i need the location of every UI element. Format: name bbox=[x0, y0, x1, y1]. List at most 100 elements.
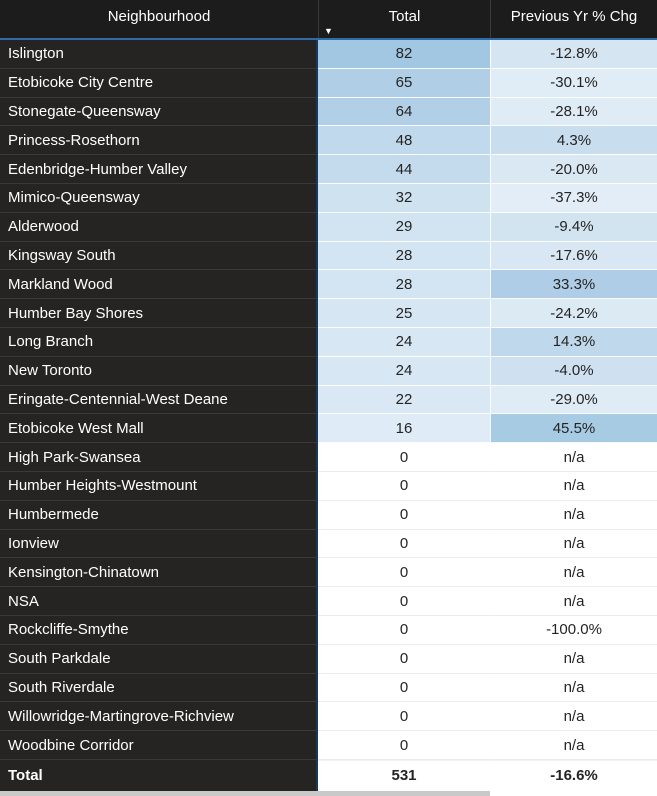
neighbourhood-cell[interactable]: Islington bbox=[0, 40, 318, 69]
table-row: New Toronto 24 -4.0% bbox=[0, 356, 657, 386]
total-cell[interactable]: 24 bbox=[318, 356, 490, 386]
total-cell[interactable]: 65 bbox=[318, 68, 490, 98]
neighbourhood-cell[interactable]: Willowridge-Martingrove-Richview bbox=[0, 702, 318, 732]
table-row: Markland Wood 28 33.3% bbox=[0, 270, 657, 300]
total-cell[interactable]: 44 bbox=[318, 155, 490, 184]
total-cell[interactable]: 64 bbox=[318, 97, 490, 127]
prev-yr-pct-chg-cell[interactable]: n/a bbox=[490, 702, 657, 732]
neighbourhood-cell[interactable]: Humber Heights-Westmount bbox=[0, 471, 318, 501]
neighbourhood-cell[interactable]: Humber Bay Shores bbox=[0, 299, 318, 328]
neighbourhood-cell[interactable]: Edenbridge-Humber Valley bbox=[0, 155, 318, 184]
total-cell[interactable]: 0 bbox=[318, 644, 490, 674]
neighbourhood-cell[interactable]: South Riverdale bbox=[0, 673, 318, 703]
column-header-neighbourhood[interactable]: Neighbourhood bbox=[0, 0, 318, 38]
total-cell[interactable]: 0 bbox=[318, 615, 490, 645]
total-cell[interactable]: 0 bbox=[318, 529, 490, 559]
table-row: Rockcliffe-Smythe 0 -100.0% bbox=[0, 615, 657, 645]
neighbourhood-cell[interactable]: Stonegate-Queensway bbox=[0, 97, 318, 127]
total-cell[interactable]: 0 bbox=[318, 471, 490, 501]
neighbourhood-cell[interactable]: Rockcliffe-Smythe bbox=[0, 615, 318, 645]
neighbourhood-cell[interactable]: High Park-Swansea bbox=[0, 443, 318, 472]
prev-yr-pct-chg-cell[interactable]: n/a bbox=[490, 529, 657, 559]
neighbourhood-cell[interactable]: Eringate-Centennial-West Deane bbox=[0, 385, 318, 415]
total-cell[interactable]: 25 bbox=[318, 299, 490, 328]
prev-yr-pct-chg-cell[interactable]: -4.0% bbox=[490, 356, 657, 386]
total-cell[interactable]: 28 bbox=[318, 270, 490, 300]
prev-yr-pct-chg-cell[interactable]: n/a bbox=[490, 500, 657, 530]
prev-yr-pct-chg-cell[interactable]: -12.8% bbox=[490, 40, 657, 69]
table-row: Stonegate-Queensway 64 -28.1% bbox=[0, 97, 657, 127]
table-row: Willowridge-Martingrove-Richview 0 n/a bbox=[0, 702, 657, 732]
prev-yr-pct-chg-cell[interactable]: -28.1% bbox=[490, 97, 657, 127]
table-body: Islington 82 -12.8% Etobicoke City Centre 65… bbox=[0, 40, 657, 760]
neighbourhood-cell[interactable]: Princess-Rosethorn bbox=[0, 126, 318, 156]
table-row: Humbermede 0 n/a bbox=[0, 500, 657, 530]
sort-descending-icon: ▼ bbox=[324, 26, 333, 36]
neighbourhood-cell[interactable]: Long Branch bbox=[0, 327, 318, 357]
bottom-strip-gray bbox=[0, 790, 490, 796]
total-cell[interactable]: 16 bbox=[318, 414, 490, 444]
prev-yr-pct-chg-cell[interactable]: n/a bbox=[490, 644, 657, 674]
neighbourhood-cell[interactable]: Woodbine Corridor bbox=[0, 731, 318, 760]
prev-yr-pct-chg-cell[interactable]: -20.0% bbox=[490, 155, 657, 184]
table-row: Kensington-Chinatown 0 n/a bbox=[0, 558, 657, 588]
table-row: Woodbine Corridor 0 n/a bbox=[0, 731, 657, 760]
total-cell[interactable]: 0 bbox=[318, 702, 490, 732]
grand-total-value-cell: 531 bbox=[318, 759, 490, 791]
table-row: Humber Bay Shores 25 -24.2% bbox=[0, 299, 657, 328]
prev-yr-pct-chg-cell[interactable]: n/a bbox=[490, 443, 657, 472]
prev-yr-pct-chg-cell[interactable]: n/a bbox=[490, 673, 657, 703]
neighbourhood-cell[interactable]: Etobicoke City Centre bbox=[0, 68, 318, 98]
table-row: Long Branch 24 14.3% bbox=[0, 327, 657, 357]
column-header-prev-yr-pct-chg[interactable]: Previous Yr % Chg bbox=[490, 0, 657, 38]
total-cell[interactable]: 0 bbox=[318, 731, 490, 760]
table-row: Princess-Rosethorn 48 4.3% bbox=[0, 126, 657, 156]
grand-total-chg-cell: -16.6% bbox=[490, 759, 657, 791]
prev-yr-pct-chg-cell[interactable]: -29.0% bbox=[490, 385, 657, 415]
table-row: Kingsway South 28 -17.6% bbox=[0, 241, 657, 271]
grand-total-label-cell: Total bbox=[0, 759, 318, 791]
prev-yr-pct-chg-cell[interactable]: -17.6% bbox=[490, 241, 657, 271]
neighbourhood-cell[interactable]: NSA bbox=[0, 587, 318, 616]
prev-yr-pct-chg-cell[interactable]: -100.0% bbox=[490, 615, 657, 645]
prev-yr-pct-chg-cell[interactable]: 33.3% bbox=[490, 270, 657, 300]
column-header-total-label: Total bbox=[388, 8, 421, 25]
total-cell[interactable]: 0 bbox=[318, 558, 490, 588]
column-header-total[interactable]: Total ▼ bbox=[318, 0, 490, 38]
neighbourhood-cell[interactable]: Markland Wood bbox=[0, 270, 318, 300]
neighbourhood-cell[interactable]: Etobicoke West Mall bbox=[0, 414, 318, 444]
prev-yr-pct-chg-cell[interactable]: -30.1% bbox=[490, 68, 657, 98]
total-cell[interactable]: 0 bbox=[318, 673, 490, 703]
prev-yr-pct-chg-cell[interactable]: 4.3% bbox=[490, 126, 657, 156]
total-cell[interactable]: 29 bbox=[318, 212, 490, 242]
prev-yr-pct-chg-cell[interactable]: n/a bbox=[490, 471, 657, 501]
table-row: Etobicoke City Centre 65 -30.1% bbox=[0, 68, 657, 98]
prev-yr-pct-chg-cell[interactable]: 45.5% bbox=[490, 414, 657, 444]
prev-yr-pct-chg-cell[interactable]: n/a bbox=[490, 587, 657, 616]
prev-yr-pct-chg-cell[interactable]: n/a bbox=[490, 731, 657, 760]
neighbourhood-cell[interactable]: Alderwood bbox=[0, 212, 318, 242]
total-cell[interactable]: 22 bbox=[318, 385, 490, 415]
total-cell[interactable]: 82 bbox=[318, 40, 490, 69]
neighbourhood-cell[interactable]: Kensington-Chinatown bbox=[0, 558, 318, 588]
neighbourhood-cell[interactable]: Kingsway South bbox=[0, 241, 318, 271]
table-row: Eringate-Centennial-West Deane 22 -29.0% bbox=[0, 385, 657, 415]
neighbourhood-cell[interactable]: New Toronto bbox=[0, 356, 318, 386]
total-cell[interactable]: 0 bbox=[318, 443, 490, 472]
prev-yr-pct-chg-cell[interactable]: -24.2% bbox=[490, 299, 657, 328]
neighbourhood-cell[interactable]: South Parkdale bbox=[0, 644, 318, 674]
neighbourhood-cell[interactable]: Mimico-Queensway bbox=[0, 183, 318, 213]
neighbourhood-cell[interactable]: Ionview bbox=[0, 529, 318, 559]
total-cell[interactable]: 28 bbox=[318, 241, 490, 271]
total-cell[interactable]: 0 bbox=[318, 587, 490, 616]
prev-yr-pct-chg-cell[interactable]: -9.4% bbox=[490, 212, 657, 242]
total-cell[interactable]: 0 bbox=[318, 500, 490, 530]
total-cell[interactable]: 48 bbox=[318, 126, 490, 156]
total-cell[interactable]: 24 bbox=[318, 327, 490, 357]
total-cell[interactable]: 32 bbox=[318, 183, 490, 213]
neighbourhood-cell[interactable]: Humbermede bbox=[0, 500, 318, 530]
prev-yr-pct-chg-cell[interactable]: -37.3% bbox=[490, 183, 657, 213]
prev-yr-pct-chg-cell[interactable]: 14.3% bbox=[490, 327, 657, 357]
table-row: Ionview 0 n/a bbox=[0, 529, 657, 559]
prev-yr-pct-chg-cell[interactable]: n/a bbox=[490, 558, 657, 588]
